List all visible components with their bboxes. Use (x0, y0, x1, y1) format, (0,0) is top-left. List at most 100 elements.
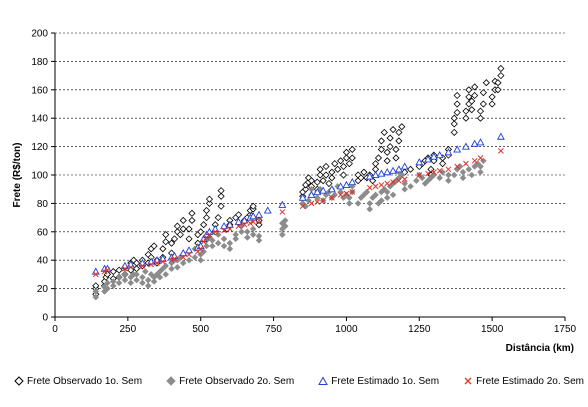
data-point (386, 143, 394, 151)
data-point (174, 263, 181, 271)
data-point (348, 154, 356, 162)
data-point (413, 177, 420, 185)
data-point (202, 206, 211, 215)
data-point (115, 266, 123, 274)
data-point (415, 158, 424, 166)
data-point (121, 276, 129, 284)
data-point (329, 194, 335, 201)
y-tick-label: 20 (37, 284, 49, 295)
data-point (331, 160, 339, 168)
data-point (173, 222, 181, 230)
data-point (115, 273, 123, 281)
data-point (345, 200, 353, 207)
data-point (320, 197, 326, 204)
data-point (371, 170, 380, 179)
data-point (383, 188, 391, 196)
y-tick-label: 140 (31, 114, 48, 125)
data-point (479, 100, 487, 108)
data-point (342, 180, 351, 188)
data-point (435, 150, 444, 159)
data-point (203, 242, 210, 250)
data-point (211, 224, 220, 233)
data-point (444, 148, 453, 156)
data-point (476, 138, 485, 146)
series-2 (92, 157, 487, 301)
data-point (144, 276, 152, 284)
data-point (407, 183, 414, 190)
data-point (450, 171, 458, 179)
data-point (316, 171, 324, 179)
data-point (357, 174, 365, 182)
data-point (429, 152, 438, 160)
data-point (439, 160, 447, 168)
data-point (497, 64, 505, 73)
data-point (179, 225, 187, 233)
data-point (377, 137, 385, 145)
data-point (278, 200, 287, 208)
data-point (133, 265, 141, 273)
legend-label: Frete Estimado 1o. Sem (331, 375, 440, 387)
data-point (225, 220, 234, 228)
data-point (319, 186, 328, 194)
data-point (220, 235, 228, 243)
legend-label: Frete Observado 1o. Sem (27, 375, 143, 387)
data-point (392, 145, 400, 154)
data-point (279, 209, 286, 215)
data-point (322, 171, 330, 179)
data-point (372, 191, 379, 199)
data-point (416, 172, 423, 178)
data-point (250, 219, 257, 225)
data-point (453, 100, 461, 108)
data-point (383, 194, 391, 202)
data-point (337, 157, 345, 165)
data-point (302, 185, 310, 193)
data-point (148, 261, 155, 268)
y-tick-label: 180 (31, 57, 48, 68)
legend-item-observado-1o: Frete Observado 1o. Sem (14, 376, 142, 387)
data-point (380, 128, 388, 136)
data-point (220, 242, 228, 250)
data-point (162, 231, 170, 239)
data-point (150, 242, 158, 250)
y-tick-label: 60 (37, 227, 49, 238)
data-point (400, 162, 409, 170)
data-point (176, 231, 184, 239)
data-point (395, 137, 403, 145)
data-point (384, 180, 391, 187)
data-point (141, 268, 149, 275)
data-point (322, 162, 330, 171)
data-point (170, 235, 179, 243)
data-point (477, 155, 484, 161)
data-point (471, 91, 479, 100)
data-point (454, 163, 461, 170)
data-point (299, 203, 306, 210)
data-point (249, 231, 257, 238)
data-point (445, 166, 452, 173)
data-point (256, 217, 262, 224)
data-point (406, 165, 415, 173)
data-point (180, 254, 187, 261)
x-tick-label: 1250 (408, 324, 431, 335)
data-point (316, 165, 324, 173)
data-point (445, 171, 452, 179)
data-point (348, 145, 356, 154)
data-point (427, 165, 435, 173)
data-point (386, 134, 394, 142)
data-point (185, 225, 193, 233)
data-point (127, 264, 134, 271)
data-point (92, 288, 100, 295)
data-point (345, 194, 353, 202)
x-axis-label: Distância (km) (506, 343, 574, 354)
data-point (313, 178, 321, 186)
data-point (281, 217, 289, 224)
data-point (109, 278, 117, 285)
y-tick-label: 100 (31, 171, 48, 182)
data-point (390, 179, 396, 185)
data-point (298, 193, 307, 201)
data-point (220, 221, 228, 230)
data-point (465, 86, 473, 94)
data-point (92, 271, 99, 278)
data-point (470, 139, 479, 147)
data-point (133, 276, 140, 284)
